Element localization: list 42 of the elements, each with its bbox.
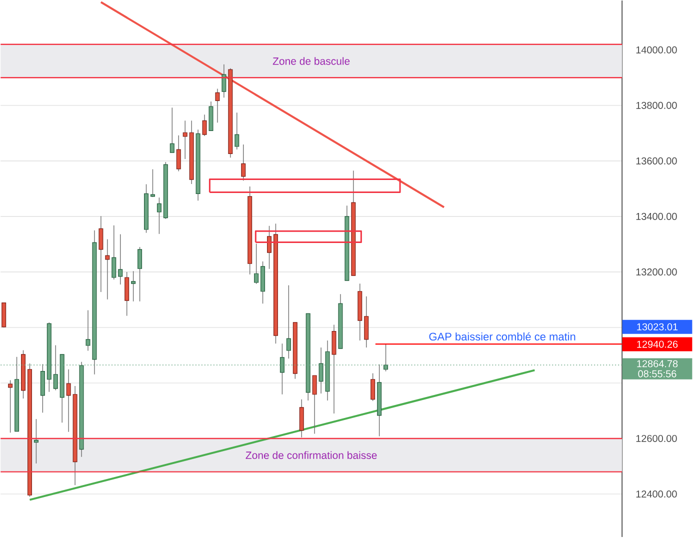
band-label: Zone de bascule (272, 57, 350, 66)
candlestick (66, 369, 71, 432)
candlestick (150, 169, 155, 198)
candlestick (286, 285, 291, 360)
candlestick (8, 380, 13, 434)
candlestick (34, 418, 38, 464)
candlestick (364, 296, 369, 348)
candlestick (124, 272, 130, 316)
candlestick (170, 108, 174, 154)
candlestick (131, 271, 136, 302)
y-tick-label: 12600.00 (636, 435, 677, 442)
candlestick (202, 114, 207, 137)
candlestick (254, 244, 259, 284)
ref-line-label: 12864.78 (637, 360, 678, 368)
y-tick-label: 14000.00 (636, 46, 677, 54)
candlestick (299, 399, 304, 438)
candlestick (182, 120, 188, 160)
candlestick (98, 216, 104, 293)
candlestick (222, 64, 226, 98)
candlestick (370, 373, 376, 402)
candlestick (112, 225, 116, 280)
y-tick-label: 13600.00 (636, 158, 677, 165)
candlestick (215, 88, 220, 124)
candlestick (118, 234, 123, 286)
y-tick-label: 13400.00 (636, 213, 677, 220)
y-tick-label: 13200.00 (636, 268, 677, 276)
ref-line-label: 12940.26 (637, 340, 678, 348)
candlestick (176, 135, 181, 172)
band-label: Zone de confirmation baisse (246, 452, 377, 460)
candlestick (138, 246, 142, 302)
candlestick (105, 239, 110, 300)
annotation: GAP baissier comblé ce matin (429, 332, 576, 341)
text: 13023.01 (637, 324, 678, 331)
candlestick (332, 324, 336, 414)
candlestick (234, 112, 240, 150)
y-tick-label: 13800.00 (636, 102, 677, 110)
candlestick (312, 375, 317, 434)
candlestick (241, 144, 246, 182)
candlestick (156, 197, 162, 235)
y-tick-label: 12400.00 (636, 490, 677, 498)
candlestick (267, 226, 272, 270)
text: 08:55:56 (638, 370, 676, 378)
